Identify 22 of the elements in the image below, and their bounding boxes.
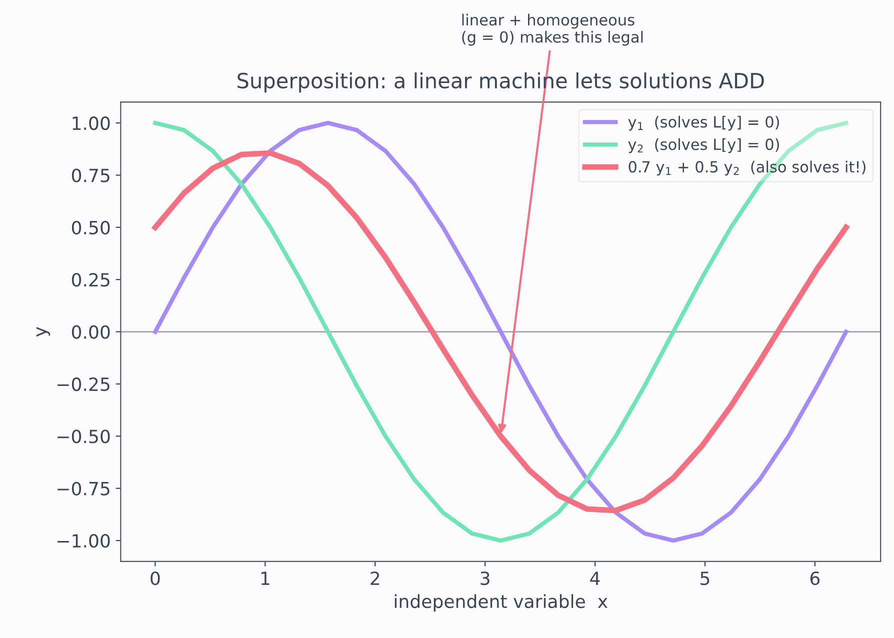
x-tick-label: 4	[590, 572, 600, 585]
y-tick-label: 1.00	[72, 116, 110, 130]
y-tick-label: 0.00	[72, 325, 110, 339]
y-tick-label: −0.50	[58, 430, 110, 444]
y-tick-label: 0.25	[72, 273, 110, 287]
legend-label: y$_{2}$ (solves L[y] = 0)	[628, 138, 779, 154]
y-tick-label: −1.00	[58, 534, 110, 548]
x-tick-label: 0	[150, 571, 160, 586]
x-tick-label: 6	[810, 571, 820, 586]
y-tick-label: 0.75	[72, 168, 110, 182]
x-axis-title: independent variable x	[394, 594, 608, 612]
x-tick-label: 5	[700, 572, 710, 586]
x-tick-label: 1	[261, 572, 270, 585]
y-tick-label: −0.75	[58, 482, 110, 496]
y-tick-label: 0.50	[72, 220, 110, 234]
x-tick-label: 2	[370, 571, 380, 585]
y-tick-label: −0.25	[58, 377, 110, 392]
annotation: linear + homogeneous (g = 0) makes this legal	[462, 14, 643, 46]
y-axis-title: y	[36, 326, 50, 337]
x-tick-label: 3	[480, 571, 490, 586]
legend-label: 0.7 y$_{1}$ + 0.5 y$_{2}$ (also solves it!)	[628, 160, 866, 176]
legend-label: y$_{1}$ (solves L[y] = 0)	[628, 116, 779, 131]
